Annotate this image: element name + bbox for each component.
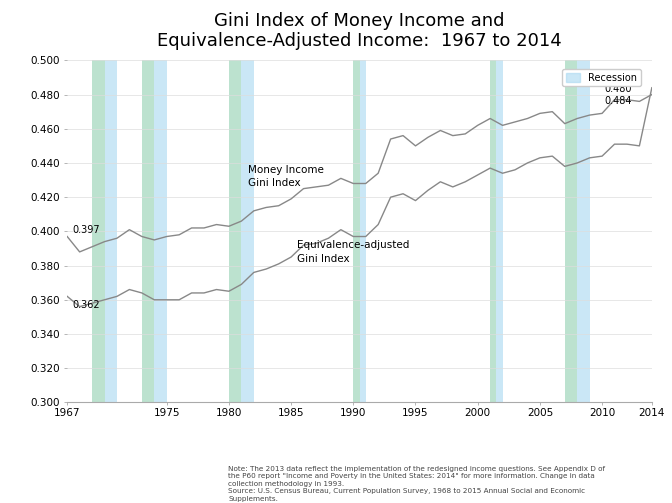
Bar: [490, 60, 497, 402]
Text: 0.480: 0.480: [605, 85, 632, 95]
Bar: [564, 60, 577, 402]
Bar: [241, 60, 254, 402]
Bar: [105, 60, 117, 402]
Text: 0.484: 0.484: [605, 97, 632, 107]
Bar: [497, 60, 503, 402]
Legend: Recession: Recession: [562, 68, 641, 87]
Text: Money Income
Gini Index: Money Income Gini Index: [247, 165, 323, 188]
Bar: [92, 60, 105, 402]
Bar: [229, 60, 241, 402]
Text: Equivalence-adjusted
Gini Index: Equivalence-adjusted Gini Index: [297, 240, 410, 264]
Bar: [353, 60, 360, 402]
Text: 0.362: 0.362: [72, 300, 100, 310]
Bar: [360, 60, 366, 402]
Bar: [142, 60, 155, 402]
Bar: [155, 60, 167, 402]
Text: Note: The 2013 data reflect the implementation of the redesigned income question: Note: The 2013 data reflect the implemen…: [228, 466, 605, 502]
Title: Gini Index of Money Income and
Equivalence-Adjusted Income:  1967 to 2014: Gini Index of Money Income and Equivalen…: [157, 12, 562, 50]
Bar: [577, 60, 589, 402]
Text: 0.397: 0.397: [72, 225, 100, 235]
